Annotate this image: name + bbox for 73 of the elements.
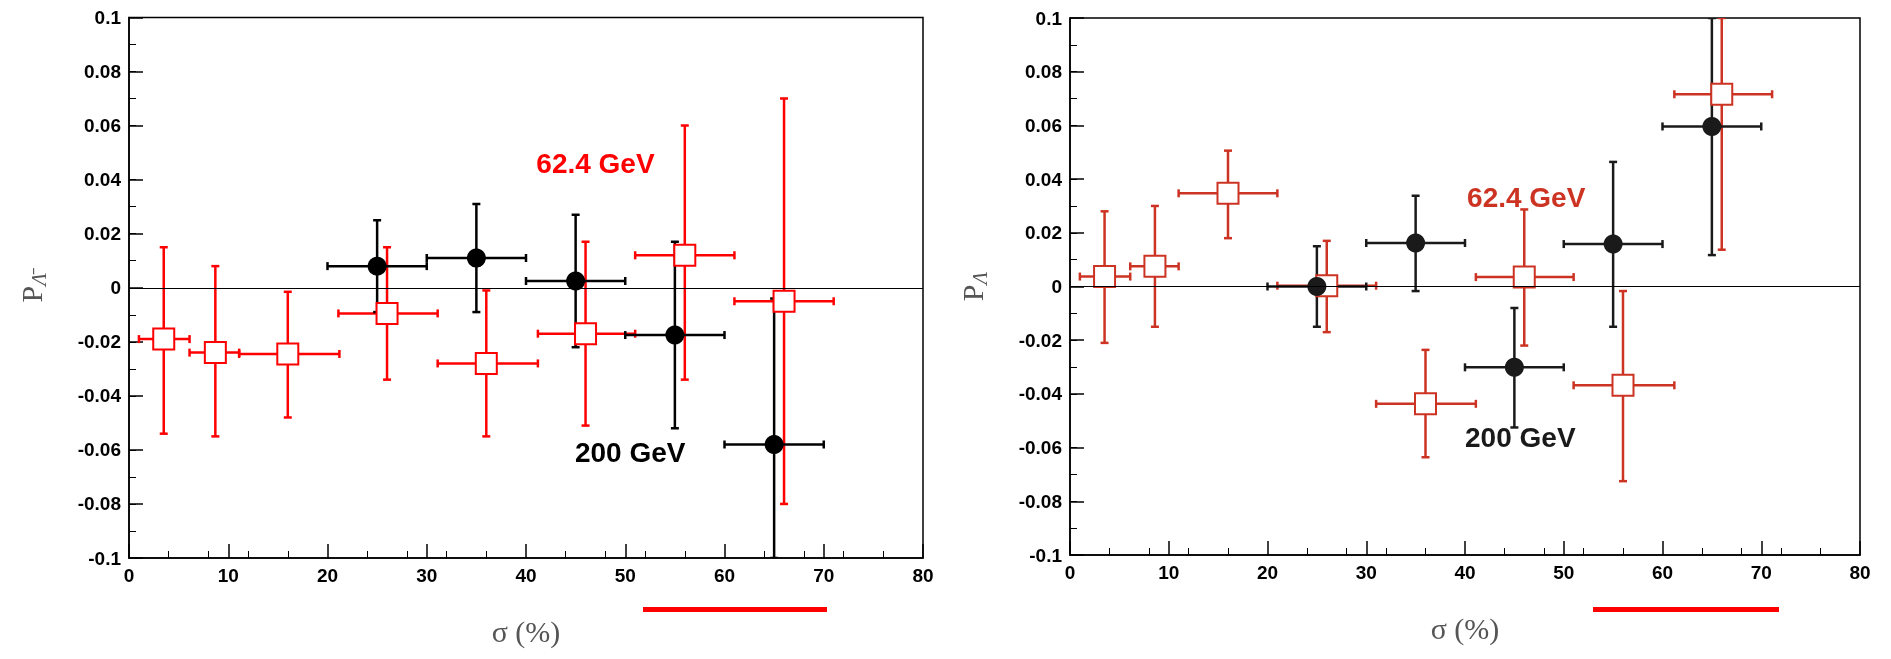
x-tick-label: 60 [713,565,736,586]
y-tick-label: -0.1 [88,547,122,569]
point [474,351,498,375]
y-tick-label: 0.06 [1025,114,1062,136]
point [1611,373,1635,397]
x-tick-label: 10 [1158,562,1180,583]
y-tick-label: 0 [110,277,121,299]
y-axis-title: PΛ [955,271,992,302]
point [367,256,387,276]
point [764,435,784,454]
point [1512,265,1536,289]
x-tick-label: 0 [1064,562,1076,583]
y-tick-label: 0.02 [84,223,121,245]
x-tick-label: 70 [813,565,835,586]
x-tick-label: 0 [123,565,135,586]
point [1702,116,1722,136]
point [1143,254,1167,278]
point [276,342,300,366]
point [1406,233,1426,253]
point [673,243,697,267]
y-tick-label: -0.08 [77,493,121,515]
point [574,322,598,346]
y-tick-label: 0.08 [84,61,121,83]
y-tick-label: -0.06 [77,439,121,461]
x-tick-label: 40 [515,565,537,586]
point [203,341,227,365]
x-tick-label: 10 [217,565,239,586]
x-tick-label: 30 [416,565,438,586]
y-tick-label: -0.04 [77,385,122,407]
point [375,301,399,325]
text: 62.4 GeV [536,147,655,179]
point [466,248,486,268]
y-tick-label: 0.04 [84,169,122,191]
x-tick-label: 70 [1750,562,1772,583]
x-tick-label: 50 [1553,562,1575,583]
y-tick-label: 0.02 [1025,222,1062,244]
point [1307,277,1327,296]
y-axis-title: PΛ̄ [14,267,51,303]
y-tick-label: -0.02 [77,331,121,353]
y-tick-label: -0.06 [1018,437,1062,459]
x-tick-label: 50 [614,565,636,586]
x-tick-label: 40 [1454,562,1476,583]
point [1414,392,1437,416]
point [772,289,796,313]
y-tick-label: -0.02 [1018,329,1062,351]
text: 200 GeV [574,437,686,469]
y-tick-label: -0.1 [1029,544,1063,566]
x-tick-label: 80 [912,565,934,586]
point [665,325,685,345]
y-tick-label: 0.08 [1025,61,1062,83]
x-tick-label: 20 [1256,562,1279,583]
x-tick-label: 60 [1651,562,1674,583]
y-tick-label: 0 [1051,276,1062,297]
x-tick-label: 80 [1849,562,1871,583]
text: 200 GeV [1465,422,1576,454]
y-tick-label: 0.04 [1025,168,1063,190]
point [1504,357,1524,377]
point [1710,82,1734,106]
point [152,327,176,351]
point [1216,181,1240,205]
y-tick-label: -0.04 [1018,383,1063,405]
y-tick-label: 0.1 [94,7,122,28]
y-tick-label: 0.1 [1035,7,1063,29]
point [566,271,586,291]
y-tick-label: 0.06 [84,115,121,137]
x-axis-title: σ (%) [1430,611,1500,646]
x-tick-label: 20 [316,565,339,586]
x-tick-label: 30 [1355,562,1377,583]
x-axis-title: σ (%) [491,614,561,649]
text: 62.4 GeV [1467,182,1586,214]
point [1093,265,1117,289]
y-tick-label: -0.08 [1018,490,1062,512]
point [1603,234,1623,254]
